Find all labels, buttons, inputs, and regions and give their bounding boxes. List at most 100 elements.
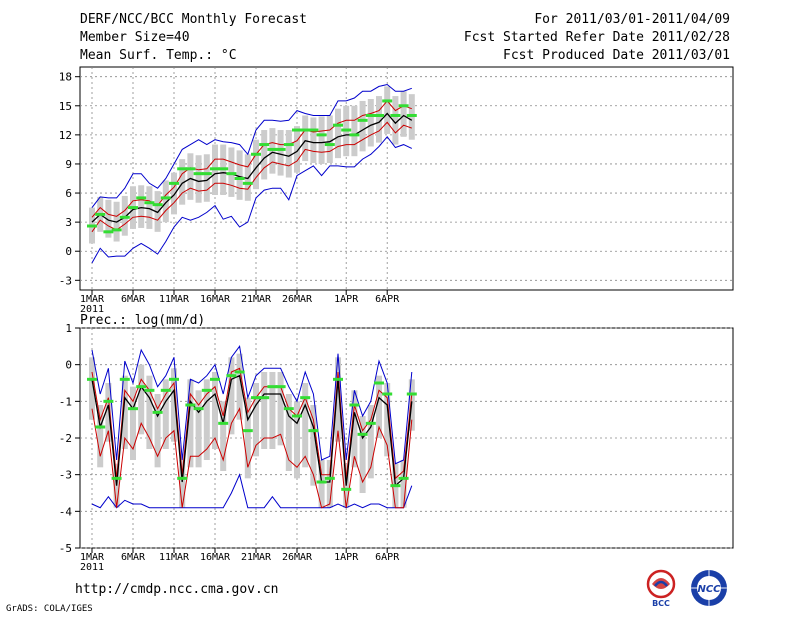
y-tick-label: 1 xyxy=(65,322,72,335)
spread-box xyxy=(384,86,391,134)
y-tick-label: 0 xyxy=(65,359,72,372)
spread-box xyxy=(244,397,251,479)
x-tick-label: 26MAR xyxy=(282,294,313,305)
x-year-label: 2011 xyxy=(80,562,104,573)
series-max-line xyxy=(91,345,413,465)
spread-box xyxy=(351,105,358,157)
spread-box xyxy=(146,186,153,229)
spread-box xyxy=(376,375,382,438)
ncc-logo-text: NCC xyxy=(697,584,721,595)
panel-precipitation: 1 0 -1 -2 -3 -4 -5 1MAR 6MAR 11MAR 16MAR 21MAR 26MAR… xyxy=(59,313,734,573)
bcc-logo: BCC xyxy=(646,569,676,608)
spread-box xyxy=(236,353,243,420)
spread-box xyxy=(302,115,309,162)
spread-box xyxy=(130,386,136,460)
x-tick-label: 1MAR xyxy=(80,552,105,563)
series-min-line xyxy=(91,136,413,264)
spread-box xyxy=(171,368,177,442)
spread-box xyxy=(203,154,210,202)
spread-box xyxy=(195,390,202,468)
y-tick-label: 9 xyxy=(65,158,72,171)
spread-box xyxy=(203,379,210,460)
spread-box xyxy=(277,130,284,176)
spread-box xyxy=(400,91,407,137)
spread-box xyxy=(97,405,104,468)
member-size: Member Size=40 xyxy=(80,30,190,45)
x-tick-label: 1APR xyxy=(334,294,359,305)
spread-box xyxy=(277,372,284,446)
spread-box xyxy=(261,130,268,180)
spread-box xyxy=(105,383,112,442)
grads-credit: GrADS: COLA/IGES xyxy=(6,604,93,614)
spread-box xyxy=(376,96,382,143)
spread-box xyxy=(138,185,145,228)
y-tick-label: -1 xyxy=(59,395,72,408)
bcc-logo-text: BCC xyxy=(652,599,670,608)
y-tick-label: 3 xyxy=(65,216,72,229)
spread-box xyxy=(162,180,169,223)
forecast-started-date: Fcst Started Refer Date 2011/02/28 xyxy=(463,30,730,45)
spread-box xyxy=(400,460,407,508)
series-min-line xyxy=(91,473,413,509)
x-tick-label: 26MAR xyxy=(282,552,313,563)
spread-box xyxy=(351,390,358,468)
spread-box xyxy=(179,460,186,508)
spread-box xyxy=(294,401,300,479)
spread-box xyxy=(253,139,259,190)
y-tick-label: 18 xyxy=(59,71,72,84)
spread-box xyxy=(195,155,202,203)
series-upper-line xyxy=(91,367,413,480)
y-tick-label: -5 xyxy=(59,542,72,555)
spread-box xyxy=(359,100,366,152)
y-tick-label: 15 xyxy=(59,100,72,113)
spread-box xyxy=(162,379,169,449)
spread-box xyxy=(269,372,276,449)
x-tick-label: 1MAR xyxy=(80,294,105,305)
spread-box xyxy=(138,364,145,435)
panel-temperature: 18 15 12 9 6 3 0 -3 1MAR 6MAR 11MAR 16MAR 21MAR 26MAR… xyxy=(59,66,734,315)
y-tick-label: 6 xyxy=(65,187,72,200)
spread-box xyxy=(294,126,300,173)
series-lower-line xyxy=(91,407,413,509)
forecast-period: For 2011/03/01-2011/04/09 xyxy=(534,12,730,27)
spread-box xyxy=(220,401,227,471)
source-url[interactable]: http://cmdp.ncc.cma.gov.cn xyxy=(75,582,279,597)
spread-box xyxy=(212,372,218,449)
series-upper-line xyxy=(91,100,412,218)
x-tick-label: 6MAR xyxy=(121,552,146,563)
spread-box xyxy=(154,394,161,468)
y-tick-label: -2 xyxy=(59,432,72,445)
spread-box xyxy=(236,150,243,200)
spread-box xyxy=(121,375,128,449)
y-tick-label: 12 xyxy=(59,129,72,142)
series-max-line xyxy=(91,83,412,208)
spread-box xyxy=(302,383,309,468)
y-tick-label: 0 xyxy=(65,245,72,258)
x-year-label: 2011 xyxy=(80,304,104,315)
x-tick-label: 21MAR xyxy=(241,552,272,563)
spread-box xyxy=(253,383,259,457)
x-tick-label: 16MAR xyxy=(200,294,231,305)
precip-panel-label: Prec.: log(mm/d) xyxy=(80,313,205,328)
spread-box xyxy=(326,460,333,508)
forecast-produced-date: Fcst Produced Date 2011/03/01 xyxy=(503,48,730,63)
x-tick-label: 6MAR xyxy=(121,294,146,305)
x-tick-label: 6APR xyxy=(375,552,400,563)
spread-box xyxy=(310,405,317,486)
spread-box xyxy=(335,357,341,442)
y-tick-label: -3 xyxy=(59,274,72,287)
x-tick-label: 11MAR xyxy=(159,552,190,563)
variable-label: Mean Surf. Temp.: °C xyxy=(80,48,237,63)
series-mean-line xyxy=(91,112,413,223)
spread-box xyxy=(318,460,325,508)
spread-box xyxy=(187,153,194,200)
chart-title: DERF/NCC/BCC Monthly Forecast xyxy=(80,12,307,27)
x-tick-label: 1APR xyxy=(334,552,359,563)
y-tick-label: -3 xyxy=(59,469,72,482)
x-tick-label: 6APR xyxy=(375,294,400,305)
spread-box xyxy=(367,405,374,479)
spread-box xyxy=(285,394,292,471)
series-mean-line xyxy=(91,374,413,488)
spread-box xyxy=(171,172,177,215)
